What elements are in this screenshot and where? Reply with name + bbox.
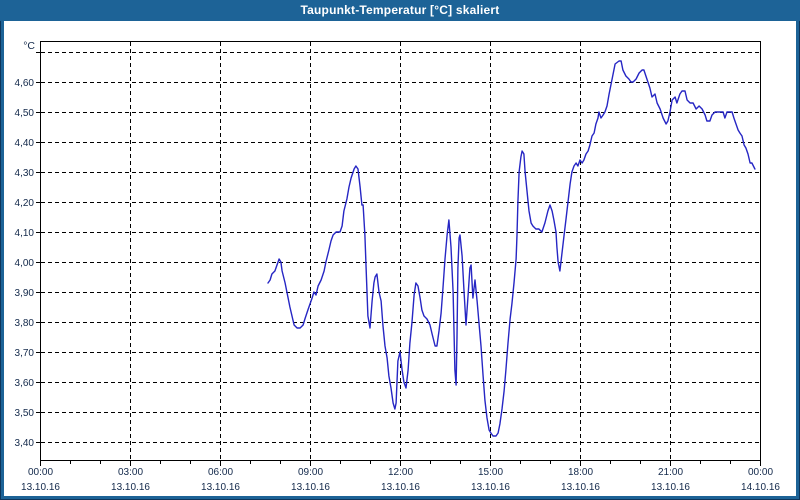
x-tick-label-date: 13.10.16: [291, 482, 330, 493]
x-tick-label-time: 21:00: [658, 467, 683, 478]
x-tick-label-date: 13.10.16: [381, 482, 420, 493]
x-tick-label-time: 00:00: [28, 467, 53, 478]
x-tick-label-time: 18:00: [568, 467, 593, 478]
y-tick-label: 4,50: [15, 108, 35, 119]
y-tick-label: 4,40: [15, 138, 35, 149]
y-tick-label: 3,50: [15, 408, 35, 419]
y-tick-label: 4,30: [15, 168, 35, 179]
y-axis-unit-label: °C: [23, 40, 35, 52]
y-tick-label: 4,20: [15, 198, 35, 209]
x-tick-label-time: 06:00: [208, 467, 233, 478]
x-tick-label-time: 15:00: [478, 467, 503, 478]
chart-plot-area: 3,40 3,50 3,60 3,70 3,80 3,90 4,00 4,10 4,20 4,30…: [15, 40, 780, 493]
x-tick-label-date: 13.10.16: [111, 482, 150, 493]
y-tick-label: 4,00: [15, 258, 35, 269]
x-tick-label-time: 00:00: [748, 467, 773, 478]
x-tick-label-date: 13.10.16: [651, 482, 690, 493]
y-tick-label: 3,90: [15, 288, 35, 299]
window-title-bar: Taupunkt-Temperatur [°C] skaliert: [0, 0, 800, 21]
y-tick-label: 3,60: [15, 378, 35, 389]
y-tick-label: 3,80: [15, 318, 35, 329]
x-tick-label-time: 09:00: [298, 467, 323, 478]
plot-frame: [39, 40, 762, 462]
x-tick-label-date: 13.10.16: [471, 482, 510, 493]
x-tick-label-date: 13.10.16: [561, 482, 600, 493]
y-tick-label: 3,70: [15, 348, 35, 359]
series-line: [267, 60, 756, 437]
y-tick-label: 4,10: [15, 228, 35, 239]
x-tick-label-time: 03:00: [118, 467, 143, 478]
window-title: Taupunkt-Temperatur [°C] skaliert: [300, 3, 500, 17]
y-tick-label: 4,60: [15, 78, 35, 89]
x-tick-label-date: 14.10.16: [741, 482, 780, 493]
x-tick-label-date: 13.10.16: [21, 482, 60, 493]
y-tick-label: 3,40: [15, 438, 35, 449]
x-tick-label-time: 12:00: [388, 467, 413, 478]
x-tick-label-date: 13.10.16: [201, 482, 240, 493]
